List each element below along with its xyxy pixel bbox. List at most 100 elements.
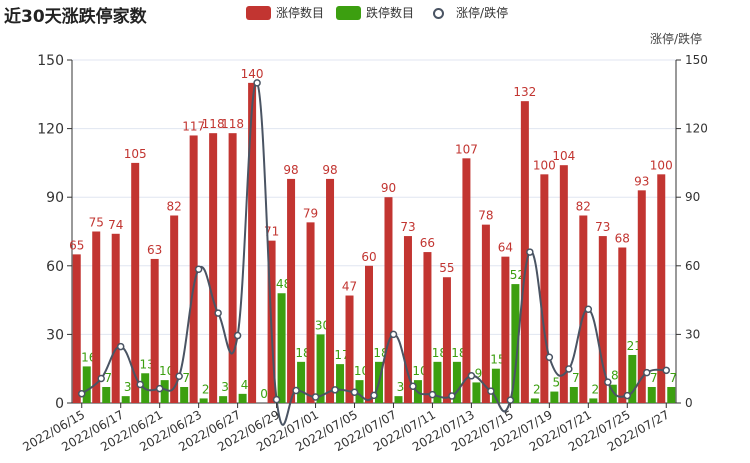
ratio-point (506, 396, 515, 404)
bar-down-value-label: 0 (260, 387, 268, 401)
bar-up-value-label: 107 (455, 142, 478, 156)
legend-label-ratio: 涨停/跌停 (456, 6, 509, 20)
ratio-point (389, 330, 398, 339)
ratio-point (584, 305, 593, 313)
ratio-point (233, 331, 242, 340)
bar-down-value-label: 7 (182, 371, 190, 385)
legend-label-up: 涨停数目 (276, 6, 325, 20)
bar-up-value-label: 74 (108, 218, 123, 232)
ratio-point (136, 380, 144, 389)
bar-down-value-label: 7 (572, 371, 580, 385)
bar-up (384, 197, 393, 403)
legend-swatch-up (246, 5, 271, 20)
bar-up (150, 258, 159, 403)
bar-down (160, 380, 169, 403)
bar-up-value-label: 47 (342, 280, 357, 294)
ratio-point (292, 386, 300, 395)
legend-label-down: 跌停数目 (366, 6, 415, 20)
legend-swatch-down (336, 5, 362, 20)
y-tick-label: 90 (46, 190, 64, 206)
bar-up-value-label: 63 (147, 243, 162, 257)
bar-up-value-label: 105 (124, 147, 147, 161)
bar-up (403, 236, 412, 403)
y-tick-label: 60 (46, 259, 64, 275)
bar-up-value-label: 73 (595, 220, 610, 234)
bar-up (228, 133, 237, 403)
legend-item-up[interactable]: 涨停数目 (246, 4, 324, 21)
ratio-point (409, 382, 417, 391)
chart-title: 近30天涨跌停家数 (4, 7, 147, 27)
ratio-point (155, 384, 164, 393)
bar-down-value-label: 8 (611, 369, 619, 383)
y2-tick-label: 150 (685, 53, 708, 67)
ratio-point (526, 248, 534, 256)
ratio-point (350, 388, 359, 397)
bar-down (394, 396, 403, 403)
bar-up (462, 158, 471, 403)
bar-up (540, 174, 549, 403)
legend-line-ratio-icon (426, 6, 451, 20)
ratio-point (214, 309, 222, 317)
bar-up (442, 277, 451, 403)
chart-legend: 涨停数目 跌停数目 涨停/跌停 (246, 4, 520, 21)
y2-tick-label: 90 (685, 190, 700, 204)
bar-up (306, 222, 315, 403)
bar-up (423, 252, 432, 403)
bar-down (647, 386, 656, 403)
bar-up (72, 254, 81, 403)
bar-down (238, 393, 247, 403)
ratio-point (448, 392, 456, 400)
bar-up (618, 247, 627, 403)
ratio-point (175, 372, 183, 380)
bar-up-value-label: 140 (241, 67, 264, 81)
bar-down-value-label: 3 (397, 380, 405, 394)
bar-down (355, 380, 364, 403)
bar-down (608, 384, 617, 403)
bar-up (131, 162, 140, 403)
legend-item-down[interactable]: 跌停数目 (336, 4, 414, 21)
bar-down (472, 382, 481, 403)
ratio-point (77, 389, 86, 398)
bar-down (511, 284, 520, 403)
bar-up (657, 174, 666, 403)
bar-up (637, 190, 646, 403)
bar-up-value-label: 73 (400, 220, 415, 234)
y2-tick-label: 120 (685, 122, 708, 136)
bar-down-value-label: 2 (202, 382, 210, 396)
right-axis-title: 涨停/跌停 (649, 32, 702, 46)
bar-up-value-label: 78 (478, 209, 493, 223)
bar-down (199, 398, 208, 403)
bar-up (345, 295, 354, 403)
bar-up (287, 178, 296, 403)
bar-down (82, 366, 91, 403)
bar-up (189, 135, 198, 403)
ratio-point (662, 366, 671, 375)
y2-tick-label: 60 (685, 259, 700, 273)
bar-down (433, 361, 442, 403)
bar-down (297, 361, 306, 403)
y2-tick-label: 0 (685, 396, 693, 410)
y-tick-label: 0 (55, 396, 64, 412)
bar-up-value-label: 93 (634, 174, 649, 188)
bar-down (277, 293, 286, 403)
bar-down (336, 364, 345, 403)
ratio-point (370, 391, 378, 400)
bar-up (520, 101, 529, 403)
bar-down-value-label: 7 (669, 371, 677, 385)
ratio-point (97, 374, 105, 383)
y-tick-label: 30 (46, 327, 64, 343)
bar-down (550, 391, 559, 403)
bar-down (667, 386, 676, 403)
ratio-point (643, 368, 651, 377)
bar-down (180, 386, 189, 403)
bar-down-value-label: 2 (533, 382, 541, 396)
bar-up (248, 82, 257, 403)
bar-down-value-label: 5 (553, 376, 561, 390)
ratio-point (467, 372, 476, 380)
ratio-point (604, 378, 612, 386)
bar-up (209, 133, 218, 403)
bar-down (628, 354, 637, 403)
bar-up-value-label: 100 (650, 158, 673, 172)
legend-item-ratio[interactable]: 涨停/跌停 (426, 4, 508, 21)
bar-down (491, 368, 500, 403)
